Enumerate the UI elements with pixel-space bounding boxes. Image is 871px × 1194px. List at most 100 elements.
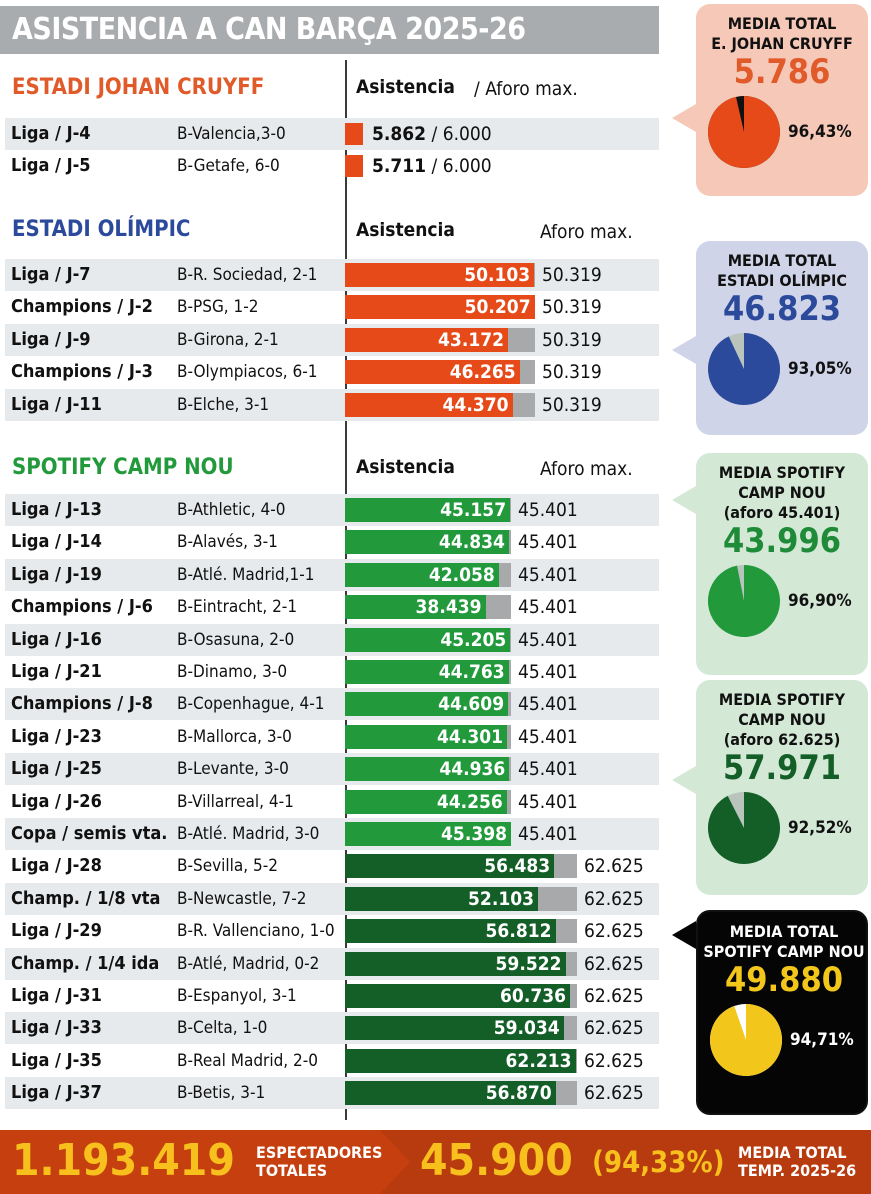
attendance-value: 38.439 xyxy=(415,596,482,619)
summary-box-title: MEDIA SPOTIFY xyxy=(718,463,846,482)
summary-pie xyxy=(707,96,780,168)
capacity-bar: 44.834 xyxy=(345,530,511,555)
summary-box-value: 49.880 xyxy=(724,960,844,1000)
section-title-ol: ESTADI OLÍMPIC xyxy=(12,217,191,242)
capacity-value: 50.319 xyxy=(542,393,602,416)
capacity-bar: 56.870 xyxy=(345,1081,577,1106)
attendance-value: 45.398 xyxy=(441,823,507,845)
summary-box: MEDIA TOTAL ESTADI OLÍMPIC 46.823 93,05% xyxy=(696,241,868,435)
row-competition: Copa / semis vta. xyxy=(11,823,168,844)
attendance-value: 56.483 xyxy=(484,855,551,878)
summary-box-title: E. JOHAN CRUYFF xyxy=(711,34,853,53)
attendance-bar: 52.103 xyxy=(345,886,538,911)
pie-attendance-slice xyxy=(707,792,780,864)
summary-box-title: CAMP NOU xyxy=(738,710,826,729)
row-match: B-Atlé. Madrid, 3-0 xyxy=(177,824,320,844)
table-row: Liga / J-16 B-Osasuna, 2-0 xyxy=(5,623,659,656)
row-match: B-Newcastle, 7-2 xyxy=(177,888,307,909)
capacity-value: 62.625 xyxy=(584,855,644,878)
summary-box-title: (aforo 62.625) xyxy=(723,730,841,749)
summary-box-value: 43.996 xyxy=(722,521,842,561)
row-competition: Liga / J-23 xyxy=(11,725,102,747)
attendance-marker xyxy=(345,155,363,178)
row-competition: Liga / J-33 xyxy=(11,1017,102,1039)
summary-box-percent: 94,71% xyxy=(790,1030,854,1050)
capacity-value: / 6.000 xyxy=(431,155,492,178)
attendance-bar: 45.157 xyxy=(345,498,511,522)
summary-box-pointer xyxy=(672,921,696,949)
capacity-value: 45.401 xyxy=(518,563,578,586)
header-aforo-jc: / Aforo max. xyxy=(474,78,578,100)
attendance-bar: 59.034 xyxy=(345,1016,564,1041)
row-competition: Liga / J-14 xyxy=(11,531,102,553)
table-row: Liga / J-14 B-Alavés, 3-1 xyxy=(5,526,659,558)
capacity-value: 62.625 xyxy=(584,1017,644,1040)
capacity-value: 45.401 xyxy=(518,758,578,781)
table-row: Champions / J-6 B-Eintracht, 2-1 xyxy=(5,591,659,623)
attendance-value: 44.609 xyxy=(438,693,505,716)
attendance-bar: 44.834 xyxy=(345,530,509,555)
attendance-value: 60.736 xyxy=(500,985,566,1007)
table-row: Champions / J-2 B-PSG, 1-2 xyxy=(5,291,659,323)
capacity-bar: 60.736 xyxy=(345,984,577,1008)
section-title-cn: SPOTIFY CAMP NOU xyxy=(12,455,234,480)
footer-arrow xyxy=(380,1130,410,1194)
capacity-value: 62.625 xyxy=(584,887,644,910)
row-competition: Liga / J-25 xyxy=(11,758,102,780)
row-match: B-Dinamo, 3-0 xyxy=(177,662,288,682)
attendance-value: 46.265 xyxy=(449,361,516,384)
summary-box: MEDIA SPOTIFY CAMP NOU (aforo 45.401) 43.99… xyxy=(696,453,868,675)
pie-attendance-slice xyxy=(707,333,780,405)
footer-average-label-2: TEMP. 2025-26 xyxy=(738,1161,857,1180)
table-row: Liga / J-13 B-Athletic, 4-0 xyxy=(5,494,659,526)
attendance-value: 45.205 xyxy=(440,628,507,651)
row-competition: Liga / J-35 xyxy=(11,1049,102,1071)
summary-box-value: 5.786 xyxy=(733,52,831,92)
summary-box-title: SPOTIFY CAMP NOU xyxy=(703,942,865,961)
capacity-value: 62.625 xyxy=(584,985,644,1007)
table-row: Liga / J-9 B-Girona, 2-1 xyxy=(5,323,659,356)
summary-box-percent: 93,05% xyxy=(788,359,852,379)
attendance-value: 62.213 xyxy=(505,1049,572,1072)
row-match: B-PSG, 1-2 xyxy=(177,297,259,318)
table-row: Liga / J-29 B-R. Vallenciano, 1-0 xyxy=(5,915,659,947)
attendance-value: 44.834 xyxy=(438,531,505,554)
table-row: Liga / J-25 B-Levante, 3-0 xyxy=(5,753,659,786)
summary-pie xyxy=(709,1004,782,1076)
summary-box-pointer xyxy=(672,336,696,364)
table-row: Liga / J-31 B-Espanyol, 3-1 xyxy=(5,980,659,1012)
attendance-value: 50.103 xyxy=(464,264,531,286)
summary-box-pointer xyxy=(672,104,696,132)
summary-pie xyxy=(707,333,780,405)
row-match: B-Atlé, Madrid, 0-2 xyxy=(177,953,320,974)
row-competition: Champ. / 1/8 vta xyxy=(11,887,161,909)
attendance-bar: 45.205 xyxy=(345,627,511,652)
table-row: Champions / J-3 B-Olympiacos, 6-1 xyxy=(5,356,659,388)
attendance-value: 44.763 xyxy=(438,661,505,683)
header-asistencia-jc: Asistencia xyxy=(356,76,455,98)
attendance-bar: 42.058 xyxy=(345,562,499,587)
table-row: Liga / J-35 B-Real Madrid, 2-0 xyxy=(5,1045,659,1077)
row-match: B-R. Sociedad, 2-1 xyxy=(177,265,318,285)
row-competition: Liga / J-19 xyxy=(11,563,102,585)
summary-box-title: (aforo 45.401) xyxy=(723,503,841,522)
summary-box-value: 57.971 xyxy=(722,748,842,788)
summary-box-percent: 92,52% xyxy=(788,818,852,838)
capacity-bar: 44.936 xyxy=(345,757,511,782)
table-row: Liga / J-19 B-Atlé. Madrid,1-1 xyxy=(5,558,659,591)
summary-box-percent: 96,43% xyxy=(788,122,852,142)
capacity-value: 50.319 xyxy=(542,361,602,384)
attendance-bar: 62.213 xyxy=(345,1048,576,1073)
table-row: Liga / J-26 B-Villarreal, 4-1 xyxy=(5,786,659,818)
attendance-value: 45.157 xyxy=(440,499,507,521)
pie-attendance-slice xyxy=(709,1004,782,1076)
capacity-bar: 45.205 xyxy=(345,627,511,652)
row-competition: Liga / J-29 xyxy=(11,920,102,942)
row-competition: Liga / J-7 xyxy=(11,264,91,285)
row-competition: Champions / J-2 xyxy=(11,296,153,318)
attendance-value: 59.034 xyxy=(493,1017,560,1040)
row-competition: Liga / J-5 xyxy=(11,155,91,177)
row-match: B-Copenhague, 4-1 xyxy=(177,694,325,715)
summary-box-percent: 96,90% xyxy=(788,591,852,611)
attendance-value: 50.207 xyxy=(464,296,531,319)
